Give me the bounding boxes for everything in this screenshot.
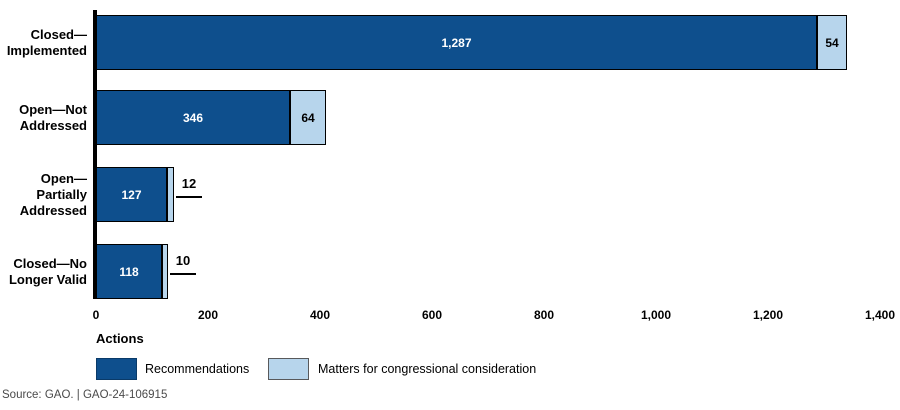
source-note: Source: GAO. | GAO-24-106915 (2, 389, 168, 401)
recommendations-segment (96, 15, 817, 70)
matters-value-label: 54 (825, 35, 839, 50)
recommendations-value-label: 346 (182, 110, 204, 125)
category-label: Open—Not Addressed (0, 90, 87, 145)
leader-line (176, 196, 202, 198)
x-tick-label: 1,200 (752, 308, 784, 322)
x-tick-label: 1,400 (864, 308, 896, 322)
leader-line (170, 273, 196, 275)
recommendations-segment (96, 90, 290, 145)
category-label-line: Addressed (19, 117, 87, 133)
category-label: Open— Partially Addressed (0, 167, 87, 222)
recommendations-value-label: 118 (119, 264, 139, 279)
matters-segment (817, 15, 847, 70)
category-label-line: Partially (36, 186, 87, 202)
matters-value-label: 10 (175, 253, 191, 268)
matters-segment (162, 244, 168, 299)
x-tick-label: 800 (533, 308, 555, 322)
x-axis-title: Actions (96, 331, 144, 346)
category-label-line: Implemented (6, 42, 87, 58)
recommendations-value-label: 127 (121, 187, 142, 202)
legend-swatch-recommendations (96, 358, 137, 380)
recommendations-segment (96, 244, 162, 299)
matters-value-label: 12 (181, 176, 197, 191)
category-label-line: Open—Not (19, 101, 87, 117)
x-tick-label: 0 (92, 308, 100, 322)
recommendations-value-label: 1,287 (441, 35, 472, 50)
category-label-line: Closed— (30, 26, 87, 42)
matters-segment (167, 167, 174, 222)
category-label-line: Open— (40, 170, 87, 186)
legend-label-recommendations: Recommendations (145, 362, 250, 376)
category-label: Closed— Implemented (0, 15, 87, 70)
matters-value-label: 64 (301, 110, 315, 125)
legend-label-matters: Matters for congressional consideration (318, 362, 537, 376)
x-tick-label: 200 (197, 308, 219, 322)
y-axis-line (93, 10, 97, 299)
category-label-line: Longer Valid (8, 271, 87, 287)
category-label-line: Addressed (19, 202, 87, 218)
matters-segment (290, 90, 326, 145)
x-tick-label: 400 (309, 308, 331, 322)
x-tick-label: 1,000 (640, 308, 672, 322)
category-label-line: Closed—No (13, 255, 87, 271)
category-label: Closed—No Longer Valid (0, 244, 87, 299)
recommendations-segment (96, 167, 167, 222)
legend-swatch-matters (268, 358, 309, 380)
x-tick-label: 600 (421, 308, 443, 322)
